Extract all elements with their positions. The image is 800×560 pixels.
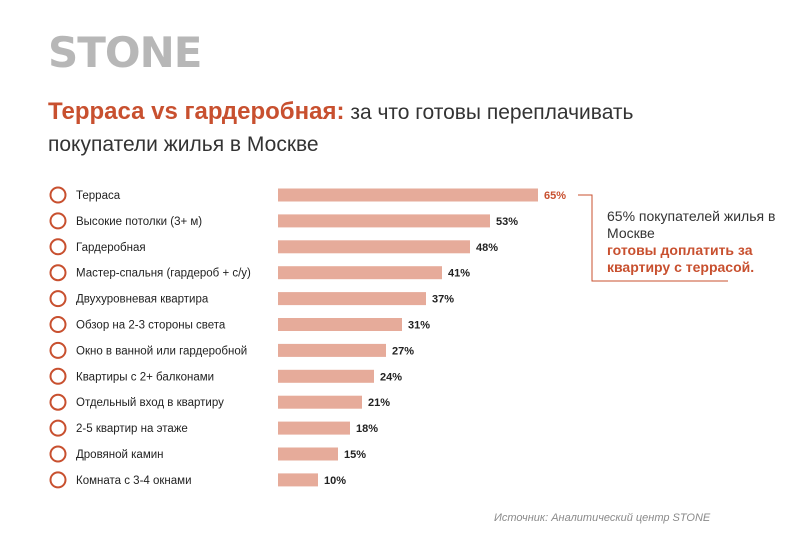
marker-circle [49, 445, 67, 463]
source-note: Источник: Аналитический центр STONE [494, 512, 711, 524]
category-label: Высокие потолки (3+ м) [76, 216, 202, 228]
value-label: 31% [408, 320, 430, 332]
bar [278, 421, 350, 435]
marker-circle [49, 264, 67, 282]
callout: 65% покупателей жилья в Москве готовы до… [607, 208, 777, 276]
value-label: 10% [324, 475, 346, 487]
bar [278, 395, 362, 409]
marker-circle [49, 367, 67, 385]
marker-circle [49, 393, 67, 411]
bar [278, 318, 402, 331]
callout-connector [578, 194, 728, 282]
marker-circle [49, 471, 67, 489]
marker-circle [49, 290, 67, 308]
marker-circle [49, 316, 67, 333]
marker-circle [49, 186, 67, 204]
title-rest: за что готовы переплачивать покупатели ж… [48, 101, 634, 156]
callout-text: 65% покупателей жилья в Москве [607, 208, 776, 241]
bar [278, 369, 374, 383]
category-label: Окно в ванной или гардеробной [76, 345, 247, 357]
category-label: Терраса [76, 190, 121, 202]
value-label: 24% [380, 371, 402, 383]
category-label: Обзор на 2-3 стороны света [76, 320, 226, 332]
category-label: Двухуровневая квартира [76, 294, 209, 306]
marker-circle [49, 212, 67, 230]
bar [278, 343, 386, 357]
bar [278, 473, 318, 487]
bar [278, 447, 338, 461]
value-label: 18% [356, 423, 378, 435]
value-label: 21% [368, 397, 390, 409]
value-label: 37% [432, 294, 454, 306]
value-label: 15% [344, 449, 366, 461]
callout-highlight: готовы доплатить за квартиру с террасой. [607, 242, 755, 275]
value-label: 53% [496, 216, 518, 228]
bar [278, 188, 538, 202]
category-label: Квартиры с 2+ балконами [76, 371, 214, 383]
value-label: 65% [544, 190, 566, 202]
bar [278, 266, 442, 280]
category-label: Мастер-спальня (гардероб + с/у) [76, 268, 251, 280]
category-label: Комната с 3-4 окнами [76, 475, 192, 487]
bar [278, 240, 470, 254]
stone-logo: STONE [48, 28, 202, 77]
marker-circle [49, 238, 67, 256]
value-label: 27% [392, 345, 414, 357]
page-title: Терраса vs гардеробная: за что готовы пе… [48, 96, 748, 161]
bar [278, 292, 426, 306]
category-label: Гардеробная [76, 242, 146, 254]
title-accent: Терраса vs гардеробная: [48, 98, 345, 125]
category-label: Дровяной камин [76, 449, 164, 461]
marker-circle [49, 419, 67, 437]
marker-circle [49, 341, 67, 359]
value-label: 48% [476, 242, 498, 254]
category-label: 2-5 квартир на этаже [76, 423, 188, 435]
category-label: Отдельный вход в квартиру [76, 397, 224, 409]
bar [278, 214, 490, 228]
value-label: 41% [448, 268, 470, 280]
